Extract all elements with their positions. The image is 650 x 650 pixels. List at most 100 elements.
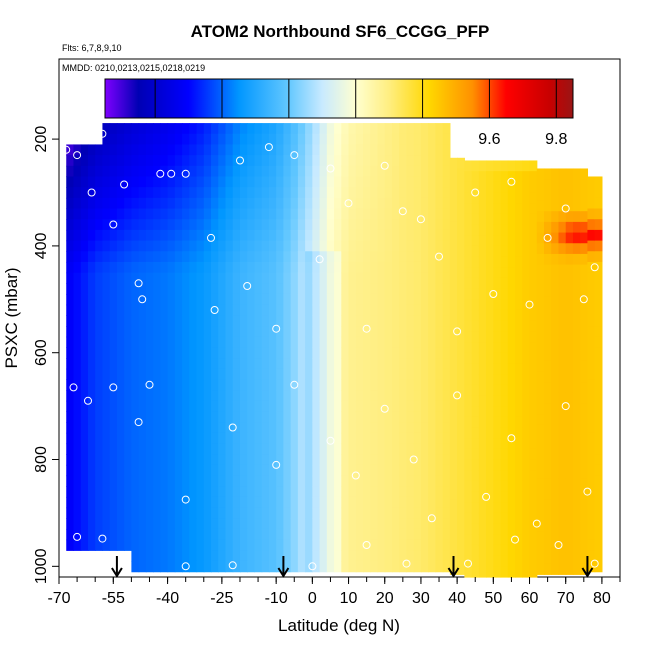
curtain-cell	[572, 350, 581, 362]
curtain-cell	[529, 470, 538, 482]
sample-point	[482, 492, 491, 501]
curtain-cell	[160, 528, 169, 541]
curtain-cell	[225, 454, 234, 466]
curtain-cell	[529, 267, 538, 279]
curtain-cell	[370, 144, 379, 156]
curtain-cell	[232, 272, 241, 284]
curtain-cell	[529, 331, 538, 343]
curtain-cell	[529, 181, 538, 194]
curtain-cell	[529, 342, 538, 354]
curtain-cell	[109, 379, 118, 391]
curtain-cell	[138, 358, 147, 370]
curtain-cell	[305, 486, 313, 498]
curtain-cell	[370, 229, 379, 242]
curtain-cell	[486, 213, 494, 226]
curtain-cell	[87, 390, 96, 402]
curtain-cell	[254, 165, 263, 178]
curtain-cell	[116, 283, 125, 295]
curtain-cell	[334, 272, 342, 284]
curtain-cell	[160, 251, 169, 263]
curtain-cell	[174, 379, 183, 391]
curtain-cell	[138, 368, 147, 381]
curtain-cell	[124, 304, 132, 316]
curtain-cell	[189, 133, 198, 146]
curtain-cell	[95, 390, 104, 402]
curtain-cell	[464, 331, 473, 343]
curtain-cell	[572, 542, 581, 554]
curtain-cell	[196, 240, 205, 252]
curtain-cell	[334, 133, 342, 146]
curtain-cell	[413, 390, 422, 402]
curtain-cell	[580, 403, 589, 415]
curtain-cell	[471, 502, 480, 514]
curtain-cell	[319, 347, 328, 359]
curtain-cell	[355, 315, 364, 327]
curtain-cell	[384, 560, 393, 573]
curtain-cell	[160, 144, 169, 156]
curtain-cell	[276, 315, 284, 327]
curtain-cell	[182, 464, 190, 477]
curtain-cell	[334, 176, 342, 188]
curtain-cell	[464, 480, 473, 493]
curtain-cell	[261, 187, 270, 199]
curtain-cell	[435, 443, 444, 455]
curtain-cell	[384, 315, 393, 327]
curtain-cell	[370, 475, 379, 487]
curtain-cell	[218, 550, 227, 562]
curtain-cell	[471, 470, 480, 482]
curtain-cell	[254, 304, 263, 316]
x-tick-label: -70	[47, 590, 70, 607]
curtain-cell	[515, 299, 523, 311]
sample-point	[435, 252, 443, 261]
curtain-cell	[283, 165, 292, 178]
curtain-cell	[124, 144, 132, 156]
curtain-cell	[189, 293, 198, 306]
curtain-cell	[420, 251, 429, 263]
curtain-cell	[153, 496, 161, 509]
curtain-cell	[305, 411, 313, 423]
curtain-cell	[334, 219, 342, 231]
curtain-cell	[297, 347, 306, 359]
curtain-cell	[587, 432, 596, 445]
curtain-cell	[254, 518, 263, 530]
curtain-cell	[218, 240, 227, 252]
curtain-cell	[399, 155, 408, 167]
curtain-cell	[558, 221, 567, 234]
curtain-cell	[515, 566, 523, 578]
curtain-cell	[543, 435, 552, 447]
curtain-cell	[493, 406, 502, 418]
curtain-cell	[377, 293, 386, 306]
curtain-cell	[167, 144, 176, 156]
curtain-cell	[355, 219, 364, 231]
curtain-cell	[312, 229, 321, 242]
curtain-cell	[457, 221, 465, 234]
curtain-cell	[391, 528, 400, 541]
curtain-cell	[131, 219, 140, 231]
curtain-cell	[399, 315, 408, 327]
curtain-cell	[406, 144, 415, 156]
curtain-cell	[239, 390, 248, 402]
curtain-cell	[384, 144, 393, 156]
curtain-cell	[218, 293, 227, 306]
curtain-cell	[363, 176, 371, 188]
curtain-cell	[182, 379, 190, 391]
curtain-cell	[464, 299, 473, 311]
curtain-cell	[515, 342, 523, 354]
curtain-cell	[290, 443, 299, 455]
curtain-cell	[73, 229, 82, 242]
curtain-cell	[543, 456, 552, 469]
curtain-cell	[80, 261, 89, 274]
sample-point	[308, 562, 317, 571]
curtain-cell	[478, 277, 487, 290]
curtain-cell	[413, 272, 422, 284]
curtain-cell	[239, 464, 248, 477]
sample-point	[511, 535, 519, 544]
curtain-cell	[377, 443, 386, 455]
curtain-cell	[145, 229, 154, 242]
curtain-cell	[363, 219, 371, 231]
curtain-cell	[572, 360, 581, 372]
curtain-cell	[391, 560, 400, 573]
curtain-cell	[203, 518, 212, 530]
curtain-cell	[507, 363, 516, 375]
curtain-cell	[196, 229, 205, 242]
